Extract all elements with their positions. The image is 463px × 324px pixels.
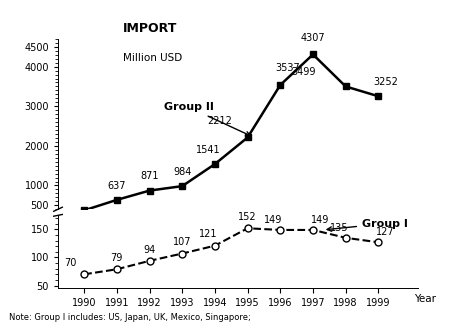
Text: 984: 984 (173, 167, 191, 177)
Text: 2212: 2212 (207, 116, 232, 126)
Text: IMPORT: IMPORT (122, 22, 177, 35)
Text: Million USD: Million USD (122, 52, 181, 63)
Text: 372: 372 (0, 323, 1, 324)
Text: 3252: 3252 (372, 77, 397, 87)
Text: 149: 149 (310, 215, 328, 225)
X-axis label: Year: Year (413, 294, 435, 304)
Text: 152: 152 (238, 212, 257, 222)
Text: 94: 94 (143, 245, 155, 255)
Text: 149: 149 (263, 215, 282, 225)
Text: 70: 70 (64, 258, 76, 268)
Text: 121: 121 (198, 229, 217, 239)
Text: 637: 637 (107, 181, 126, 191)
Text: 4307: 4307 (300, 33, 325, 42)
Text: 3537: 3537 (274, 63, 299, 73)
Text: 127: 127 (375, 227, 394, 237)
Text: 871: 871 (140, 171, 158, 181)
Text: 3499: 3499 (291, 67, 316, 77)
Text: Group II: Group II (163, 102, 250, 136)
Text: Note: Group I includes: US, Japan, UK, Mexico, Singapore;: Note: Group I includes: US, Japan, UK, M… (9, 313, 250, 322)
Text: 135: 135 (329, 223, 347, 233)
Text: 79: 79 (110, 253, 123, 263)
Text: 107: 107 (173, 237, 191, 247)
Text: Group I: Group I (326, 219, 407, 231)
Text: 1541: 1541 (195, 145, 220, 155)
